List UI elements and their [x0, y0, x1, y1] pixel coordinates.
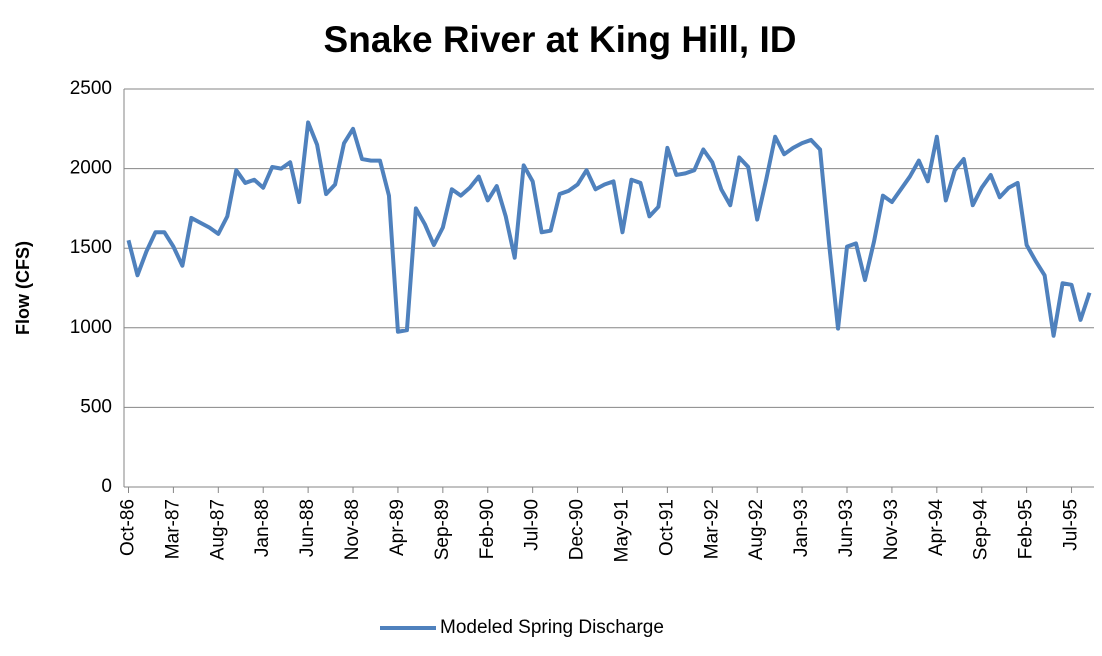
y-tick-label: 1000: [70, 317, 112, 338]
x-tick-label: May-91: [611, 499, 632, 562]
x-tick-label: Feb-95: [1016, 499, 1037, 559]
x-tick-label: Aug-92: [746, 499, 767, 560]
x-tick-label: Mar-87: [162, 499, 183, 559]
x-tick-label: Oct-86: [118, 499, 139, 556]
x-tick-label: Feb-90: [477, 499, 498, 559]
x-tick-label: Jul-95: [1061, 499, 1082, 551]
x-tick-label: Aug-87: [207, 499, 228, 560]
x-tick-label: Sep-94: [971, 499, 992, 561]
chart-title: Snake River at King Hill, ID: [324, 19, 797, 60]
x-tick-label: Sep-89: [432, 499, 453, 560]
y-tick-label: 2500: [70, 78, 112, 99]
y-tick-label: 1500: [70, 237, 112, 258]
y-tick-label: 2000: [70, 158, 112, 179]
y-axis-label: Flow (CFS): [13, 241, 33, 335]
x-tick-label: Jul-90: [522, 499, 543, 551]
x-tick-label: Apr-94: [926, 499, 947, 556]
x-tick-label: Oct-91: [656, 499, 677, 556]
x-tick-label: Nov-88: [342, 499, 363, 560]
line-series: [126, 120, 1092, 338]
x-tick-label: Jan-93: [791, 499, 812, 557]
x-tick-label: Dec-90: [567, 499, 588, 560]
legend-label: Modeled Spring Discharge: [440, 617, 664, 638]
x-tick-label: Nov-93: [881, 499, 902, 560]
x-tick-label: Jan-88: [252, 499, 273, 557]
x-tick-label: Jun-93: [836, 499, 857, 557]
y-tick-label: 0: [101, 476, 112, 497]
x-tick-label: Apr-89: [387, 499, 408, 556]
y-tick-label: 500: [80, 396, 112, 417]
x-tick-label: Mar-92: [701, 499, 722, 559]
x-tick-label: Jun-88: [297, 499, 318, 557]
